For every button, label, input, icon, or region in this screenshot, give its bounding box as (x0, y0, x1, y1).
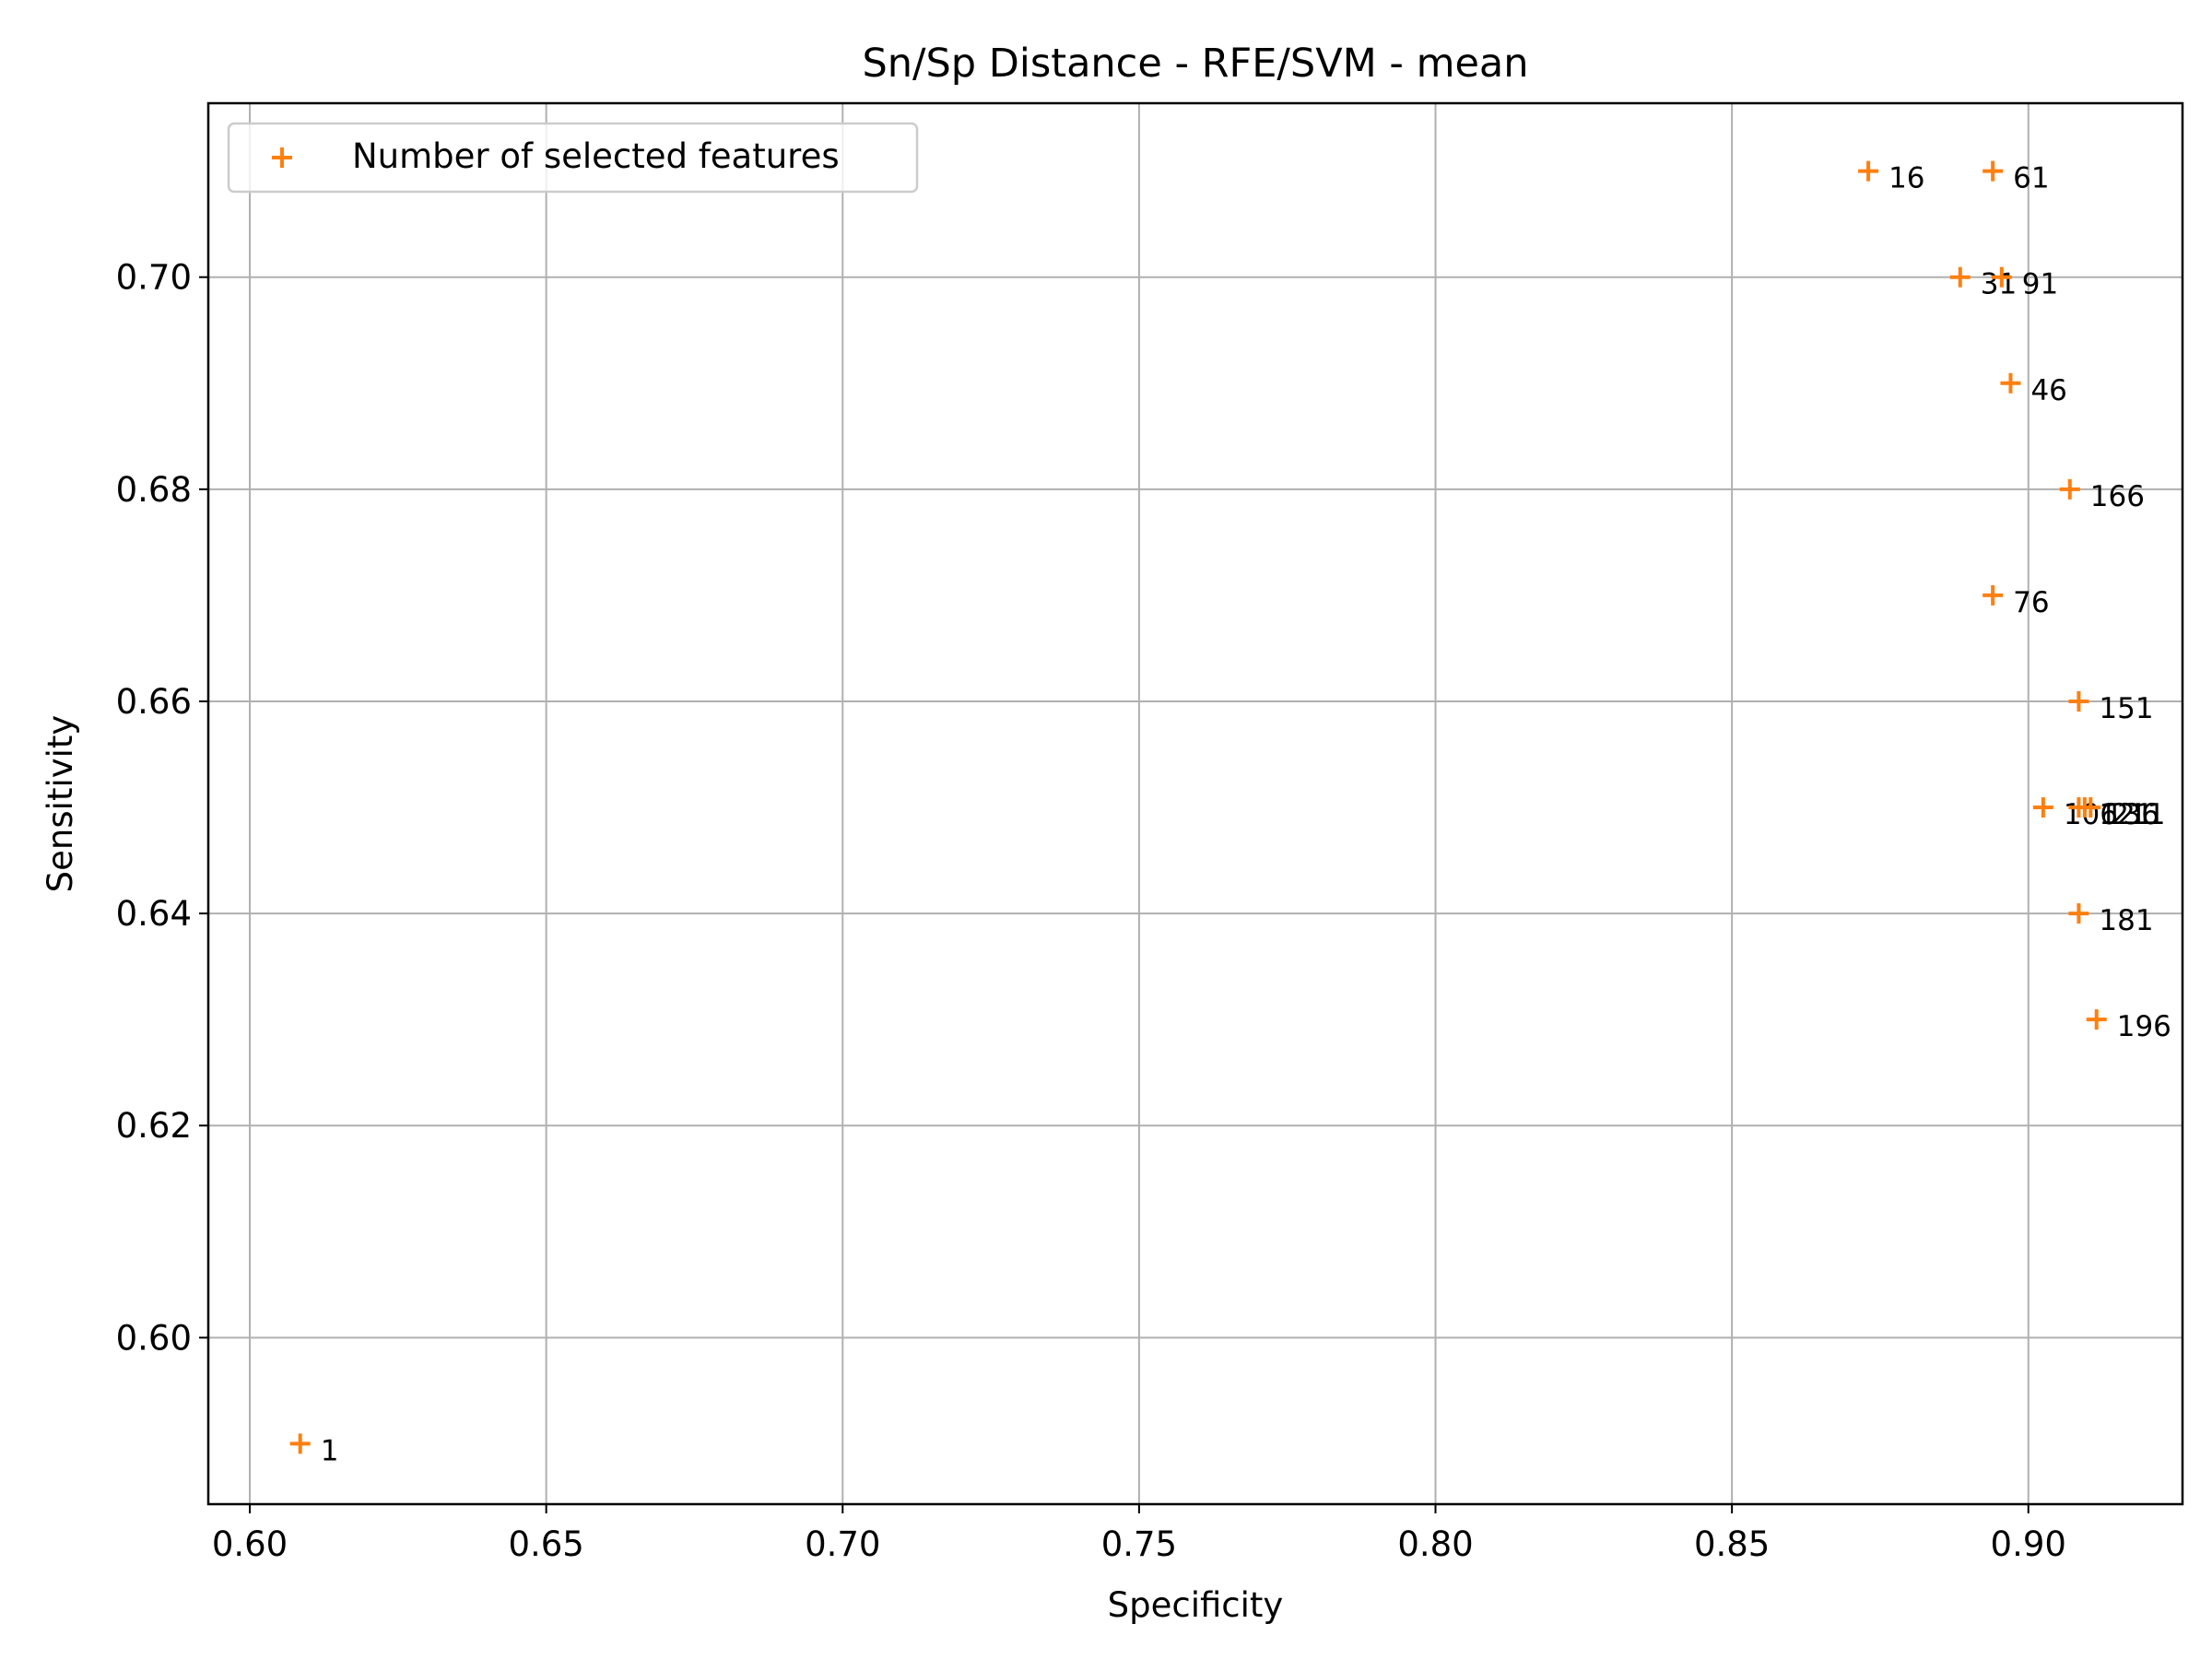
legend-marker-symbol (272, 147, 292, 168)
point-label: 61 (2013, 162, 2049, 195)
grid (208, 103, 2183, 1504)
data-point (1858, 160, 1879, 182)
axis-ticks: 0.60 0.65 0.70 0.75 0.80 0.85 0.90 0.60 0.62 0.64… (116, 258, 2066, 1564)
data-point (1949, 266, 1971, 288)
legend-marker (272, 147, 292, 168)
point-label: 211 (2111, 798, 2165, 831)
data-point (2068, 903, 2089, 924)
data-point (1983, 584, 2004, 606)
point-label: 31 (1981, 268, 2017, 301)
x-tick-label: 0.80 (1397, 1524, 1473, 1564)
point-label: 181 (2099, 904, 2153, 937)
x-axis-label: Specificity (1108, 1585, 1284, 1625)
x-tick-label: 0.60 (212, 1524, 288, 1564)
y-tick-label: 0.60 (116, 1318, 192, 1358)
point-label: 136 (2105, 798, 2159, 831)
legend: Number of selected features (227, 122, 919, 194)
point-label: 76 (2013, 586, 2049, 619)
data-point (2059, 478, 2080, 500)
point-label: 1 (321, 1434, 339, 1467)
data-point (1991, 266, 2012, 288)
point-label: 16 (1888, 162, 1924, 195)
x-tick-label: 0.70 (805, 1524, 880, 1564)
data-point (2000, 372, 2021, 394)
point-label: 166 (2090, 480, 2145, 513)
point-label: 151 (2099, 692, 2153, 725)
y-tick-label: 0.64 (116, 894, 192, 934)
data-point (2032, 797, 2053, 818)
data-point (2068, 690, 2089, 712)
data-point (2080, 797, 2101, 818)
data-point (1983, 160, 2004, 182)
data-point (289, 1433, 311, 1454)
x-tick-label: 0.75 (1101, 1524, 1177, 1564)
y-tick-label: 0.62 (116, 1106, 192, 1146)
y-axis-label: Sensitivity (41, 715, 80, 893)
y-tick-label: 0.68 (116, 470, 192, 510)
x-tick-label: 0.65 (508, 1524, 583, 1564)
point-label: 46 (2030, 374, 2066, 407)
data-point (2086, 1009, 2107, 1030)
axes-frame (206, 101, 2184, 1506)
y-tick-label: 0.66 (116, 682, 192, 722)
point-label: 121 (2099, 798, 2153, 831)
y-tick-label: 0.70 (116, 258, 192, 298)
x-tick-label: 0.85 (1694, 1524, 1770, 1564)
legend-box (227, 122, 919, 194)
point-label: 91 (2022, 268, 2058, 301)
point-label: 196 (2117, 1010, 2171, 1043)
legend-label: Number of selected features (352, 136, 840, 176)
x-tick-label: 0.90 (1991, 1524, 2066, 1564)
chart-title: Sn/Sp Distance - RFE/SVM - mean (862, 41, 1528, 87)
